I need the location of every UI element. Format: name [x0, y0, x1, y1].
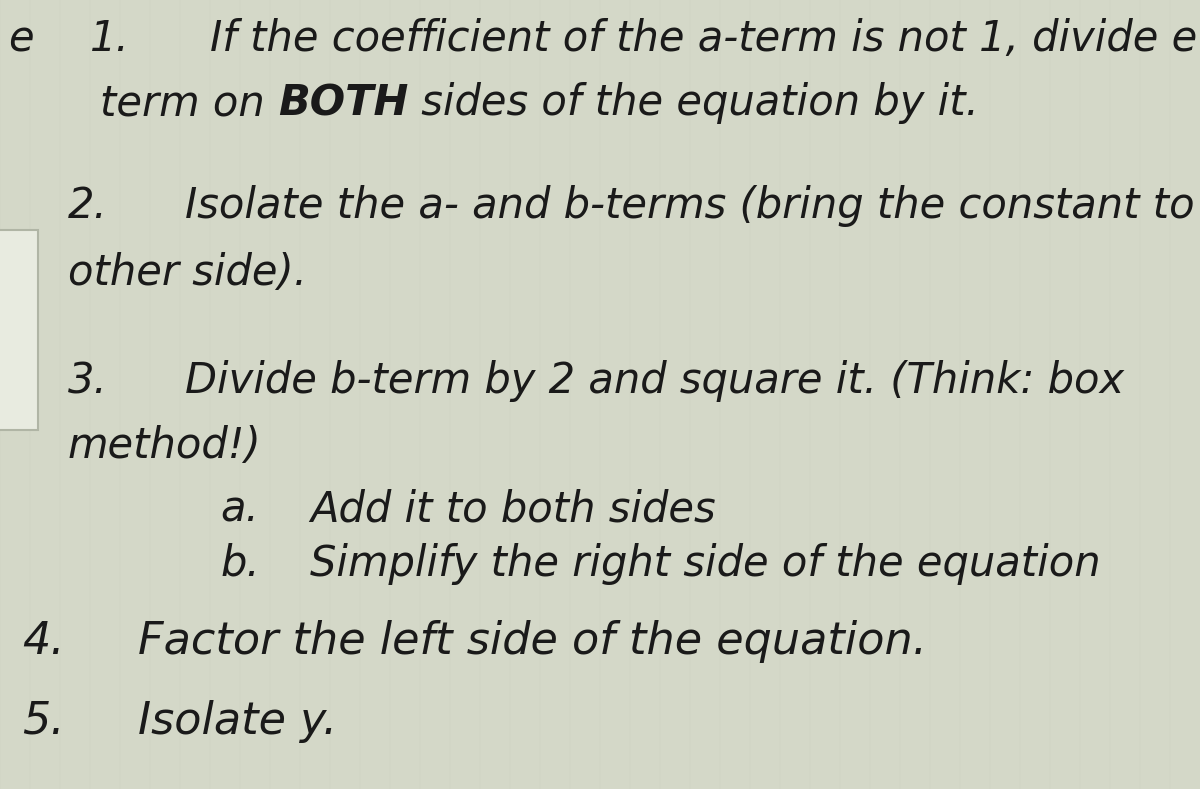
Text: a.: a.	[220, 488, 259, 530]
Text: 1.: 1.	[90, 18, 130, 60]
Text: Isolate the a- and b-terms (bring the constant to the: Isolate the a- and b-terms (bring the co…	[185, 185, 1200, 227]
Text: 3.: 3.	[68, 360, 108, 402]
Text: Add it to both sides: Add it to both sides	[310, 488, 715, 530]
Text: Divide b-term by 2 and square it. (Think: box: Divide b-term by 2 and square it. (Think…	[185, 360, 1124, 402]
Text: Factor the left side of the equation.: Factor the left side of the equation.	[138, 620, 926, 663]
Text: Isolate y.: Isolate y.	[138, 700, 337, 743]
Text: BOTH: BOTH	[278, 82, 408, 124]
Text: other side).: other side).	[68, 252, 307, 294]
Text: 4.: 4.	[22, 620, 65, 663]
Text: e: e	[8, 18, 34, 60]
Text: 2.: 2.	[68, 185, 108, 227]
Text: term on: term on	[100, 82, 278, 124]
Text: If the coefficient of the a-term is not 1, divide every: If the coefficient of the a-term is not …	[210, 18, 1200, 60]
Text: b.: b.	[220, 543, 259, 585]
Text: Simplify the right side of the equation: Simplify the right side of the equation	[310, 543, 1100, 585]
Text: sides of the equation by it.: sides of the equation by it.	[408, 82, 979, 124]
Text: method!): method!)	[68, 425, 262, 467]
Bar	[0, 230, 38, 430]
Text: 5.: 5.	[22, 700, 65, 743]
